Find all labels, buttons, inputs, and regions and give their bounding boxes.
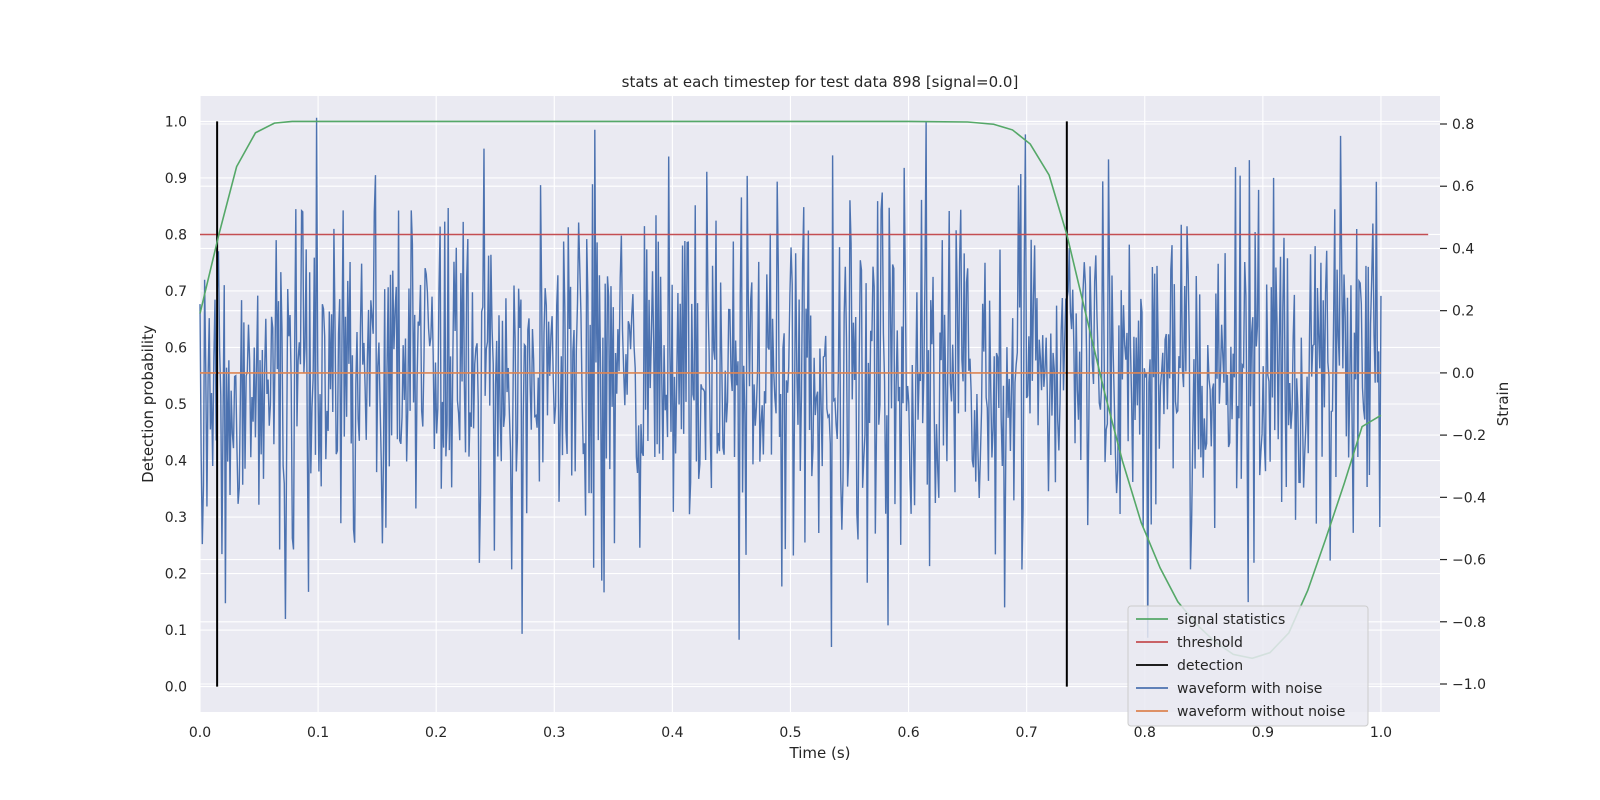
y-left-tick-label: 1.0 xyxy=(165,114,187,130)
y-left-tick-label: 0.8 xyxy=(165,227,187,243)
y-right-tick-label: 0.6 xyxy=(1452,179,1474,195)
legend-box xyxy=(1127,605,1369,727)
x-axis-label: Time (s) xyxy=(789,744,851,762)
series-waveform-with-noise xyxy=(199,117,1382,648)
legend-label: detection xyxy=(1177,658,1243,674)
y-right-tick-label: 0.0 xyxy=(1452,366,1474,382)
y-left-tick-label: 0.0 xyxy=(165,680,187,696)
y-left-axis-ticks: 0.0 0.1 0.2 0.3 0.4 0.5 0.6 0.7 0.8 0.9 1.0 xyxy=(165,114,187,695)
y-right-tick-label: −0.2 xyxy=(1452,428,1486,444)
y-left-tick-label: 0.3 xyxy=(165,510,187,526)
y-left-tick-label: 0.5 xyxy=(165,397,187,413)
x-tick-label: 0.8 xyxy=(1134,725,1156,741)
legend-label: waveform without noise xyxy=(1177,704,1345,720)
y-right-tick-label: −0.6 xyxy=(1452,553,1486,569)
y-right-tick-label: 0.8 xyxy=(1452,117,1474,133)
legend-label: signal statistics xyxy=(1177,612,1285,628)
x-tick-label: 0.5 xyxy=(779,725,801,741)
y-left-tick-label: 0.7 xyxy=(165,284,187,300)
y-left-tick-label: 0.6 xyxy=(165,340,187,356)
y-left-tick-label: 0.1 xyxy=(165,623,187,639)
x-axis-ticks: 0.0 0.1 0.2 0.3 0.4 0.5 0.6 0.7 0.8 0.9 1.0 xyxy=(189,725,1392,741)
x-tick-label: 0.4 xyxy=(661,725,683,741)
y-right-axis-ticks: −1.0 −0.8 −0.6 −0.4 −0.2 0.0 0.2 0.4 0.6 0.8 xyxy=(1440,117,1486,693)
legend: signal statistics threshold detection wavef… xyxy=(1127,605,1369,727)
x-tick-label: 1.0 xyxy=(1370,725,1392,741)
x-tick-label: 0.1 xyxy=(307,725,329,741)
y-left-tick-label: 0.9 xyxy=(165,171,187,187)
x-tick-label: 0.9 xyxy=(1252,725,1274,741)
chart-title: stats at each timestep for test data 898… xyxy=(622,73,1019,91)
y-right-tick-label: −0.4 xyxy=(1452,490,1486,506)
y-right-axis-label: Strain xyxy=(1494,382,1512,426)
y-left-tick-label: 0.4 xyxy=(165,454,187,470)
y-right-tick-label: −1.0 xyxy=(1452,677,1486,693)
x-tick-label: 0.0 xyxy=(189,725,211,741)
x-tick-label: 0.6 xyxy=(897,725,919,741)
y-right-tick-label: −0.8 xyxy=(1452,615,1486,631)
y-left-tick-label: 0.2 xyxy=(165,567,187,583)
x-tick-label: 0.7 xyxy=(1016,725,1038,741)
legend-label: threshold xyxy=(1177,635,1243,651)
x-tick-label: 0.2 xyxy=(425,725,447,741)
y-left-axis-label: Detection probability xyxy=(139,325,157,483)
y-right-tick-label: 0.4 xyxy=(1452,241,1474,257)
x-tick-label: 0.3 xyxy=(543,725,565,741)
legend-label: waveform with noise xyxy=(1177,681,1322,697)
y-right-tick-label: 0.2 xyxy=(1452,304,1474,320)
